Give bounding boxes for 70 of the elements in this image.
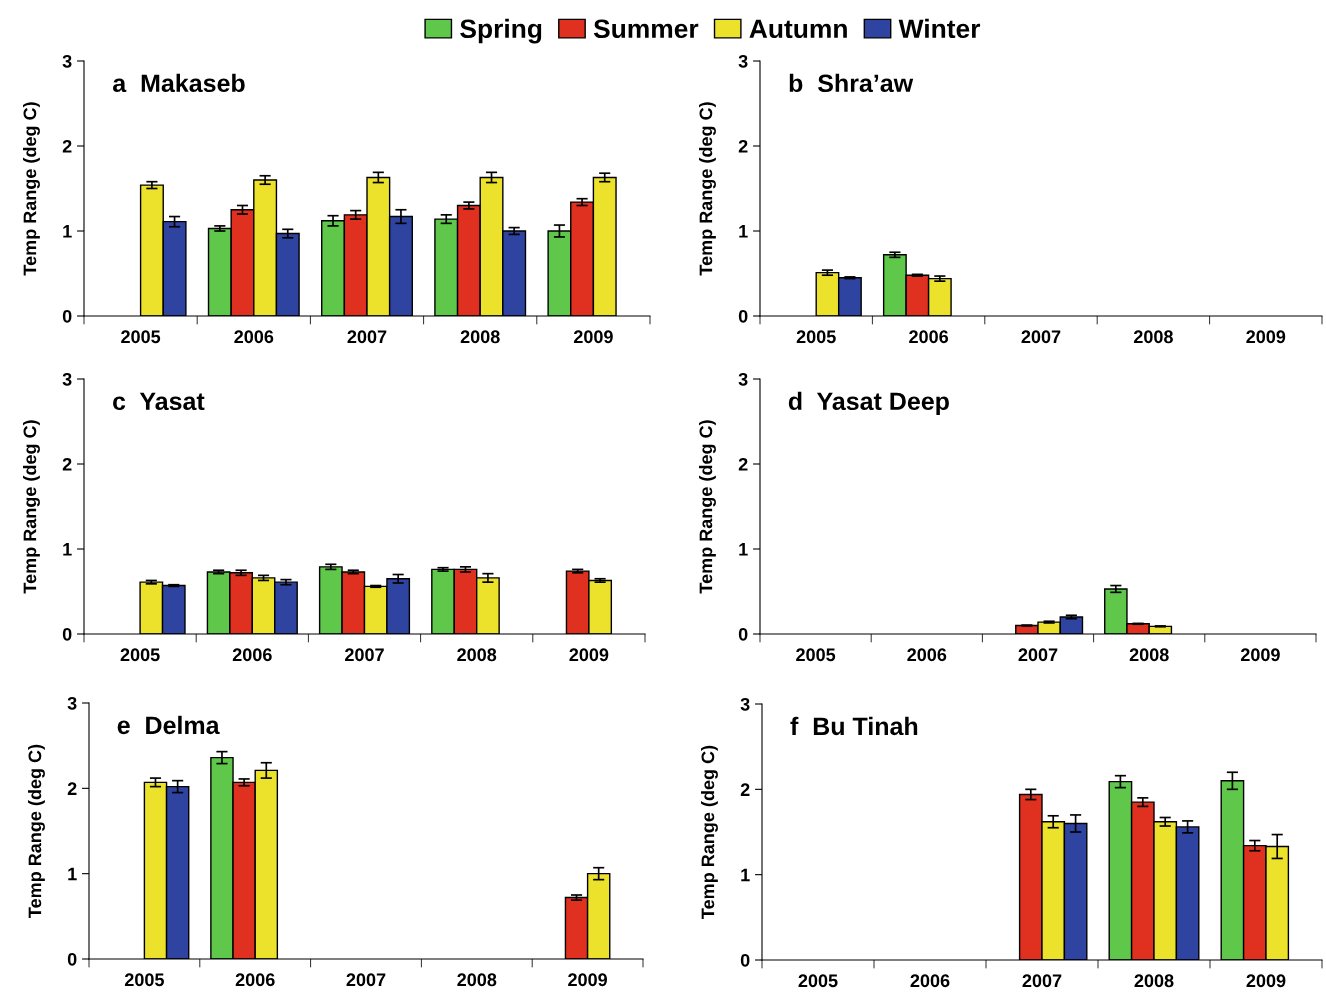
y-tick-label: 1 [739, 543, 748, 556]
y-tick-label: 1 [68, 867, 77, 881]
x-tick-label: 2006 [907, 648, 947, 662]
y-axis-title: Temp Range (deg C) [23, 102, 40, 276]
x-tick-label: 2008 [457, 973, 497, 987]
x-tick-label: 2008 [457, 648, 497, 662]
legend-label: Winter [898, 18, 981, 39]
x-tick-label: 2009 [568, 973, 608, 987]
y-axis-title: Temp Range (deg C) [28, 744, 45, 918]
y-axis-title: Temp Range (deg C) [23, 420, 40, 594]
x-tick-label: 2006 [232, 648, 272, 662]
x-tick-label: 2009 [1240, 648, 1280, 662]
x-tick-label: 2008 [1129, 648, 1169, 662]
x-tick-label: 2007 [1022, 974, 1062, 988]
y-tick-label: 3 [62, 54, 72, 68]
x-tick-label: 2005 [124, 973, 164, 987]
y-tick-label: 2 [738, 139, 748, 153]
x-tick-label: 2009 [1246, 974, 1286, 988]
y-tick-label: 2 [62, 139, 72, 153]
y-tick-label: 2 [738, 457, 748, 471]
x-tick-label: 2008 [460, 330, 500, 344]
x-tick-label: 2007 [1018, 648, 1058, 662]
x-tick-label: 2007 [345, 648, 384, 662]
y-tick-label: 2 [67, 782, 77, 795]
x-tick-label: 2009 [573, 330, 613, 344]
x-tick-label: 2007 [347, 330, 387, 344]
x-tick-label: 2007 [1021, 330, 1061, 344]
legend-label: Summer [593, 19, 699, 39]
y-tick-label: 1 [741, 868, 750, 882]
legend-label: Autumn [749, 19, 847, 39]
chart-title: e Delma [117, 715, 220, 735]
x-tick-label: 2007 [346, 973, 386, 987]
y-tick-label: 0 [740, 953, 750, 967]
y-tick-label: 0 [67, 952, 77, 966]
legend-label: Spring [460, 18, 542, 44]
y-tick-label: 2 [62, 457, 72, 471]
y-tick-label: 2 [740, 783, 750, 796]
x-tick-label: 2008 [1134, 974, 1174, 988]
x-tick-label: 2006 [235, 973, 275, 987]
y-tick-label: 0 [738, 309, 748, 323]
chart-title: f Bu Tinah [790, 716, 918, 736]
x-tick-label: 2009 [1246, 330, 1286, 344]
chart-title: d Yasat Deep [788, 391, 949, 416]
x-tick-label: 2005 [798, 974, 838, 988]
y-tick-label: 0 [738, 627, 748, 641]
chart-title: a Makaseb [113, 73, 245, 93]
x-tick-label: 2005 [796, 648, 836, 662]
y-tick-label: 3 [67, 696, 77, 710]
y-axis-title: Temp Range (deg C) [699, 102, 716, 276]
y-tick-label: 0 [62, 627, 72, 641]
y-tick-label: 3 [738, 54, 748, 68]
y-tick-label: 3 [740, 697, 750, 711]
chart-title: b Shra’aw [789, 73, 914, 93]
y-tick-label: 1 [739, 225, 748, 238]
y-tick-label: 0 [62, 309, 72, 323]
y-axis-title: Temp Range (deg C) [699, 420, 716, 594]
y-tick-label: 1 [63, 225, 72, 238]
y-tick-label: 3 [62, 372, 72, 386]
x-tick-label: 2009 [569, 648, 609, 662]
chart-title: c Yasat [113, 392, 205, 411]
x-tick-label: 2005 [796, 330, 836, 344]
x-tick-label: 2008 [1133, 330, 1173, 344]
x-tick-label: 2006 [910, 974, 950, 988]
y-axis-title: Temp Range (deg C) [701, 745, 718, 919]
x-tick-label: 2005 [121, 330, 161, 344]
x-tick-label: 2006 [909, 330, 949, 344]
y-tick-label: 1 [63, 543, 72, 556]
x-tick-label: 2006 [234, 330, 274, 344]
y-tick-label: 3 [738, 372, 748, 386]
x-tick-label: 2005 [120, 648, 160, 662]
